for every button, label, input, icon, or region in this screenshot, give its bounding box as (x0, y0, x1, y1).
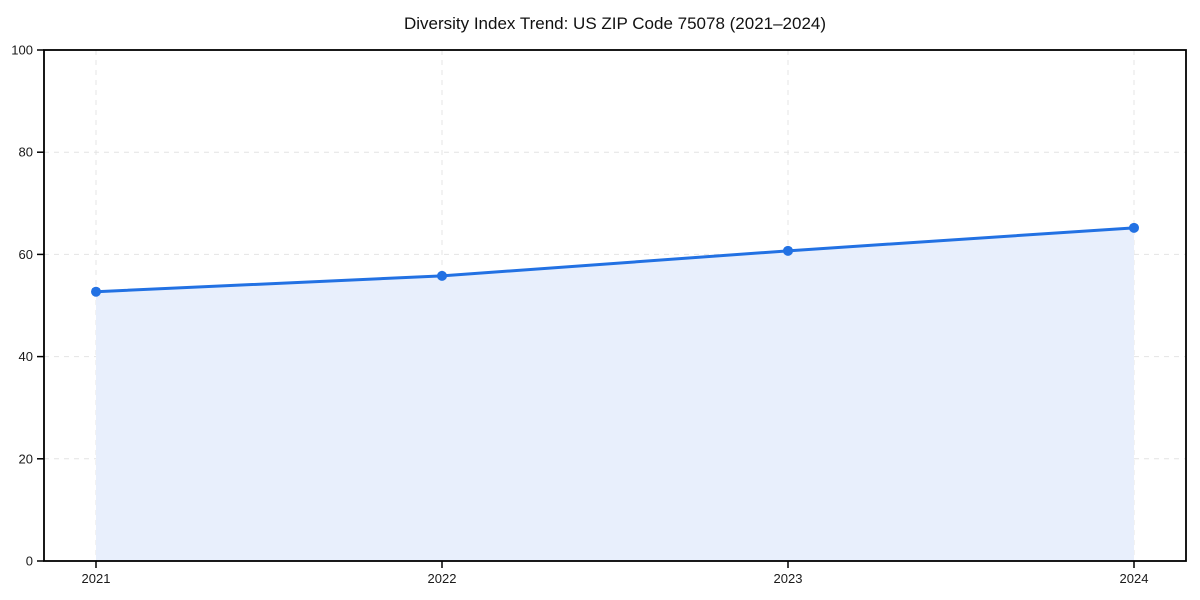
y-tick-label: 0 (26, 554, 33, 569)
data-point-2024 (1129, 222, 1139, 233)
chart-title: Diversity Index Trend: US ZIP Code 75078… (403, 14, 827, 33)
y-tick-label: 80 (19, 145, 33, 160)
data-point-2021 (91, 286, 101, 297)
plot-border (43, 49, 1187, 562)
x-tick-label: 2024 (1120, 571, 1149, 586)
y-tick-label: 40 (19, 349, 33, 364)
y-tick-label: 100 (11, 43, 33, 58)
y-tick-label: 20 (19, 451, 33, 466)
area-fill (96, 227, 1134, 561)
x-tick-label: 2021 (82, 571, 111, 586)
data-point-2023 (783, 245, 793, 256)
trend-line (94, 226, 1136, 294)
x-tick-label: 2023 (774, 571, 803, 586)
y-tick-label: 60 (19, 247, 33, 262)
data-point-2022 (437, 270, 447, 281)
x-tick-label: 2022 (428, 571, 457, 586)
